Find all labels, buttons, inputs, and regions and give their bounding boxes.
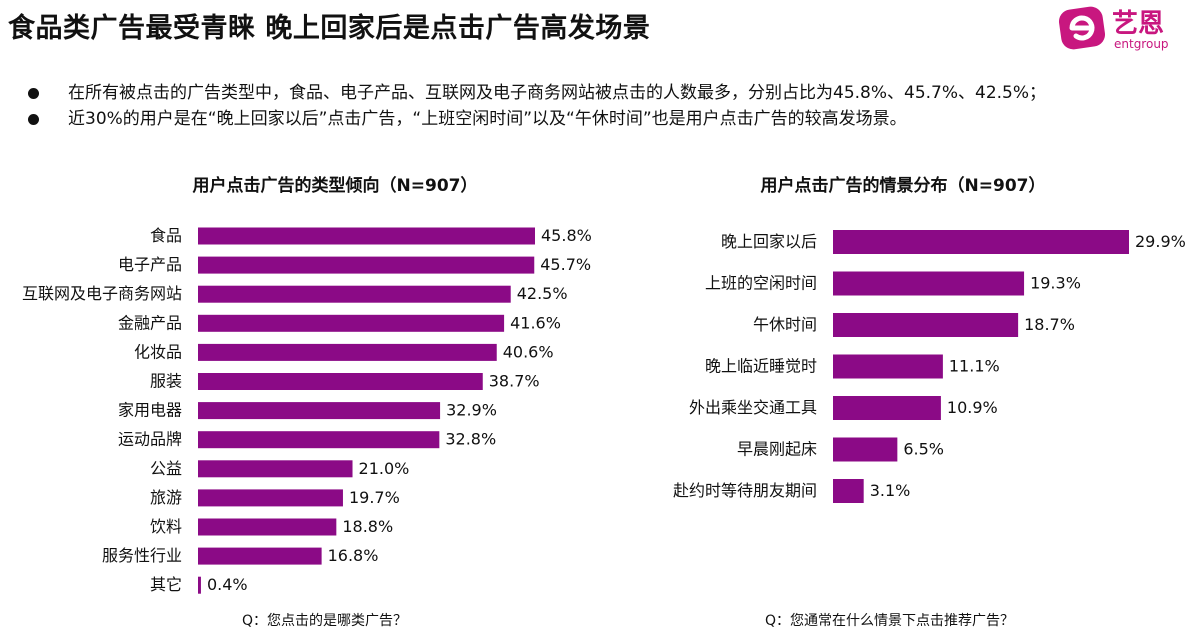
category-label: 外出乘坐交通工具 [689,398,817,417]
logo-mark-icon: 艺恩 entgroup [1058,6,1169,51]
value-label: 11.1% [949,357,1000,376]
value-label: 38.7% [489,372,540,391]
category-label: 服装 [150,372,182,391]
value-label: 19.7% [349,488,400,507]
category-label: 饮料 [150,517,182,536]
bar [833,396,941,420]
value-label: 32.8% [445,430,496,449]
chart-title-ad-type: 用户点击广告的类型倾向（N=907） [193,175,478,196]
entgroup-logo: 艺恩 entgroup [1058,2,1194,54]
logo-text: 艺恩 [1112,9,1164,39]
bullet-item: 近30%的用户是在“晚上回家以后”点击广告，“上班空闲时间”以及“午休时间”也是… [28,106,1046,132]
category-label: 其它 [150,575,182,594]
bar [833,437,898,462]
bar [198,518,337,536]
value-label: 10.9% [947,398,998,417]
bar [198,576,201,594]
value-label: 40.6% [503,342,554,361]
value-label: 0.4% [207,575,248,594]
category-label: 服务性行业 [102,546,182,565]
bar [198,256,535,274]
bar [833,354,943,379]
bar [833,313,1019,337]
category-label: 早晨刚起床 [737,440,817,459]
value-label: 41.6% [510,313,561,332]
bar [198,402,441,420]
bar [833,230,1129,254]
bullet-dot-icon [28,88,39,99]
value-label: 18.7% [1024,315,1075,334]
chart-title-scenario: 用户点击广告的情景分布（N=907） [761,175,1046,196]
category-label: 公益 [150,459,182,478]
footnote-ad-type: Q：您点击的是哪类广告？ [242,613,408,629]
category-label: 电子产品 [118,255,182,274]
value-label: 21.0% [359,459,410,478]
bar [198,460,353,478]
category-label: 旅游 [150,488,182,507]
bar [833,479,864,503]
category-label: 食品 [150,226,182,245]
category-label: 化妆品 [134,342,182,361]
category-label: 互联网及电子商务网站 [22,284,182,303]
category-label: 晚上临近睡觉时 [705,357,817,376]
bullet-dot-icon [28,114,39,125]
category-label: 家用电器 [118,401,182,420]
bar [198,431,440,449]
value-label: 3.1% [870,481,911,500]
page-title: 食品类广告最受青睐 晚上回家后是点击广告高发场景 [8,13,651,44]
bullet-text: 近30%的用户是在“晚上回家以后”点击广告，“上班空闲时间”以及“午休时间”也是… [68,109,907,129]
chart-ad-type-bars: 食品 45.8% 电子产品 45.7% 互联网及电子商务网站 42.5% 金融产品 41.6%… [22,226,592,594]
value-label: 16.8% [328,546,379,565]
value-label: 45.7% [540,255,591,274]
chart-scenario-bars: 晚上回家以后 29.9% 上班的空闲时间 19.3% 午休时间 18.7% 晚上临近睡觉时 1… [673,230,1186,503]
value-label: 18.8% [342,517,393,536]
bullet-text: 在所有被点击的广告类型中，食品、电子产品、互联网及电子商务网站被点击的人数最多，… [68,83,1047,103]
value-label: 6.5% [903,440,944,459]
bar [198,227,535,245]
value-label: 19.3% [1030,274,1081,293]
value-label: 29.9% [1135,232,1186,251]
bar [198,489,343,507]
category-label: 上班的空闲时间 [705,274,817,293]
bar [198,547,322,565]
logo-subtext: entgroup [1114,37,1169,51]
bar [198,343,497,361]
footnote-scenario: Q：您通常在什么情景下点击推荐广告？ [765,613,1015,629]
category-label: 赴约时等待朋友期间 [673,481,817,500]
value-label: 42.5% [517,284,568,303]
bar [198,314,505,332]
value-label: 32.9% [446,401,497,420]
bar [833,271,1025,296]
category-label: 金融产品 [118,313,182,332]
category-label: 午休时间 [753,315,817,334]
value-label: 45.8% [541,226,592,245]
category-label: 运动品牌 [118,430,182,449]
bullet-item: 在所有被点击的广告类型中，食品、电子产品、互联网及电子商务网站被点击的人数最多，… [28,80,1046,106]
bar [198,285,511,303]
summary-bullets: 在所有被点击的广告类型中，食品、电子产品、互联网及电子商务网站被点击的人数最多，… [28,80,1046,132]
bar [198,373,483,390]
category-label: 晚上回家以后 [721,232,817,251]
